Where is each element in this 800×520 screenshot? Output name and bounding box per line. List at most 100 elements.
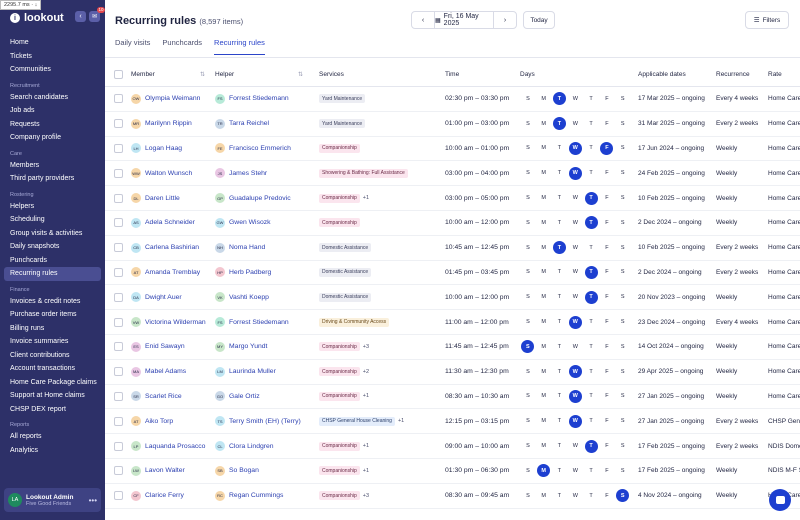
row-checkbox[interactable] <box>114 491 123 501</box>
sidebar-item-recurring-rules[interactable]: Recurring rules <box>4 267 101 281</box>
member-link[interactable]: Carlena Bashirian <box>145 244 200 252</box>
table-row[interactable]: ES Enid Sawayn MY Margo Yundt Companionship +… <box>105 335 800 360</box>
date-picker-button[interactable]: ▦ Fri, 16 May 2025 <box>434 12 494 28</box>
sidebar-item-third-party-providers[interactable]: Third party providers <box>10 175 75 182</box>
row-checkbox[interactable] <box>114 94 123 104</box>
row-checkbox[interactable] <box>114 292 123 302</box>
sidebar-item-account-transactions[interactable]: Account transactions <box>10 365 75 372</box>
helper-link[interactable]: Gale Ortiz <box>229 392 260 400</box>
row-checkbox[interactable] <box>114 466 123 476</box>
member-link[interactable]: Victorina Wilderman <box>145 318 206 326</box>
sidebar-item-daily-snapshots[interactable]: Daily snapshots <box>10 243 60 250</box>
tab-punchcards[interactable]: Punchcards <box>162 38 203 47</box>
member-link[interactable]: Marilynn Rippin <box>145 120 192 128</box>
more-services-count[interactable]: +3 <box>362 343 370 350</box>
member-link[interactable]: Walton Wunsch <box>145 169 193 177</box>
sidebar-item-company-profile[interactable]: Company profile <box>10 134 61 141</box>
helper-link[interactable]: Herb Padberg <box>229 268 272 276</box>
table-row[interactable]: LP Laquanda Prosacco CL Clora Lindgren Compa… <box>105 434 800 459</box>
previous-date-button[interactable]: ‹ <box>412 12 434 28</box>
member-link[interactable]: Lavon Walter <box>145 467 185 475</box>
brand-logo[interactable]: i lookout <box>10 12 64 24</box>
table-row[interactable]: OW Olympia Weimann FS Forrest Stiedemann Yar… <box>105 87 800 112</box>
helper-link[interactable]: Forrest Stiedemann <box>229 95 289 103</box>
member-link[interactable]: Adela Schneider <box>145 219 195 227</box>
table-row[interactable]: LW Lavon Walter SB So Bogan Companionship +1 0… <box>105 459 800 484</box>
collapse-sidebar-button[interactable]: ‹ <box>75 11 86 22</box>
sort-icon[interactable]: ⇅ <box>199 72 205 78</box>
helper-link[interactable]: Tarra Reichel <box>229 120 270 128</box>
more-options-icon[interactable]: ••• <box>88 495 97 505</box>
sidebar-item-billing-runs[interactable]: Billing runs <box>10 324 45 332</box>
sidebar-item-requests[interactable]: Requests <box>10 120 40 128</box>
sidebar-item-client-contributions[interactable]: Client contributions <box>10 351 70 359</box>
member-link[interactable]: Daren Little <box>145 194 180 202</box>
sidebar-item-communities[interactable]: Communities <box>10 66 51 73</box>
sidebar-item-helpers[interactable]: Helpers <box>10 202 35 210</box>
tab-daily-visits[interactable]: Daily visits <box>115 38 151 47</box>
row-checkbox[interactable] <box>114 317 123 327</box>
table-row[interactable]: WW Walton Wunsch JS James Stehr Showering & … <box>105 161 800 187</box>
helper-link[interactable]: Gwen Wisozk <box>229 219 271 227</box>
column-header-member[interactable]: Member <box>131 71 155 78</box>
helper-link[interactable]: James Stehr <box>229 169 268 177</box>
more-services-count[interactable]: +1 <box>362 443 370 450</box>
user-profile-card[interactable]: LA Lookout Admin Five Good Friends ••• <box>4 488 101 512</box>
more-services-count[interactable]: +1 <box>362 195 370 202</box>
sidebar-item-invoices-credit-notes[interactable]: Invoices & credit notes <box>10 297 81 305</box>
helper-link[interactable]: Regan Cummings <box>229 492 284 500</box>
member-link[interactable]: Olympia Weimann <box>145 95 201 103</box>
row-checkbox[interactable] <box>114 218 123 228</box>
select-all-checkbox[interactable] <box>114 70 123 79</box>
table-row[interactable]: CB Carlena Bashirian NH Noma Hand Domestic A… <box>105 236 800 261</box>
table-row[interactable]: LH Logan Haag FE Francisco Emmerich Companio… <box>105 137 800 162</box>
sidebar-item-scheduling[interactable]: Scheduling <box>10 216 45 223</box>
sidebar-item-group-visits-activities[interactable]: Group visits & activities <box>10 229 83 237</box>
member-link[interactable]: Scarlet Rice <box>145 392 182 400</box>
member-link[interactable]: Enid Sawayn <box>145 343 185 351</box>
row-checkbox[interactable] <box>114 267 123 277</box>
table-row[interactable]: AT Amanda Tremblay HP Herb Padberg Domestic … <box>105 261 800 286</box>
more-services-count[interactable]: +1 <box>397 418 405 425</box>
row-checkbox[interactable] <box>114 193 123 203</box>
row-checkbox[interactable] <box>114 143 123 153</box>
sidebar-item-job-ads[interactable]: Job ads <box>10 107 35 114</box>
member-link[interactable]: Amanda Tremblay <box>145 268 201 276</box>
member-link[interactable]: Logan Haag <box>145 144 183 152</box>
sidebar-item-members[interactable]: Members <box>10 161 40 169</box>
row-checkbox[interactable] <box>114 243 123 253</box>
sidebar-item-tickets[interactable]: Tickets <box>10 52 32 60</box>
inbox-button[interactable]: ✉ 10 <box>89 7 105 22</box>
table-row[interactable]: DA Dwight Auer VK Vashti Koepp Domestic Assi… <box>105 285 800 311</box>
more-services-count[interactable]: +1 <box>362 467 370 474</box>
member-link[interactable]: Aiko Torp <box>145 417 174 425</box>
row-checkbox[interactable] <box>114 391 123 401</box>
helper-link[interactable]: Vashti Koepp <box>229 293 269 301</box>
member-link[interactable]: Clarice Ferry <box>145 492 184 500</box>
row-checkbox[interactable] <box>114 416 123 426</box>
sidebar-item-analytics[interactable]: Analytics <box>10 446 39 454</box>
sidebar-item-home[interactable]: Home <box>10 39 29 46</box>
row-checkbox[interactable] <box>114 441 123 451</box>
more-services-count[interactable]: +3 <box>362 492 370 499</box>
next-date-button[interactable]: › <box>494 12 516 28</box>
table-row[interactable]: AS Adela Schneider GW Gwen Wisozk Companions… <box>105 211 800 236</box>
sidebar-item-chsp-dex-report[interactable]: CHSP DEX report <box>10 405 66 413</box>
table-row[interactable]: VW Victorina Wilderman FS Forrest Stiedeman… <box>105 310 800 335</box>
sidebar-item-search-candidates[interactable]: Search candidates <box>10 93 68 101</box>
row-checkbox[interactable] <box>114 168 123 178</box>
table-row[interactable]: CF Clarice Ferry RC Regan Cummings Companion… <box>105 484 800 509</box>
helper-link[interactable]: Francisco Emmerich <box>229 144 291 152</box>
table-row[interactable]: MR Marilynn Rippin TR Tarra Reichel Yard Mai… <box>105 112 800 137</box>
today-button[interactable]: Today <box>523 11 555 29</box>
table-row[interactable]: DL Daren Little GP Guadalupe Predovic Compan… <box>105 186 800 211</box>
sidebar-item-purchase-order-items[interactable]: Purchase order items <box>10 311 77 318</box>
table-row[interactable]: SR Scarlet Rice GO Gale Ortiz Companionship +… <box>105 385 800 410</box>
sidebar-item-all-reports[interactable]: All reports <box>10 433 42 440</box>
column-header-helper[interactable]: Helper <box>215 71 235 78</box>
member-link[interactable]: Dwight Auer <box>145 293 182 301</box>
sidebar-item-support-at-home-claims[interactable]: Support at Home claims <box>10 392 85 399</box>
more-services-count[interactable]: +2 <box>362 368 370 375</box>
row-checkbox[interactable] <box>114 367 123 377</box>
support-chat-button[interactable] <box>769 489 791 511</box>
